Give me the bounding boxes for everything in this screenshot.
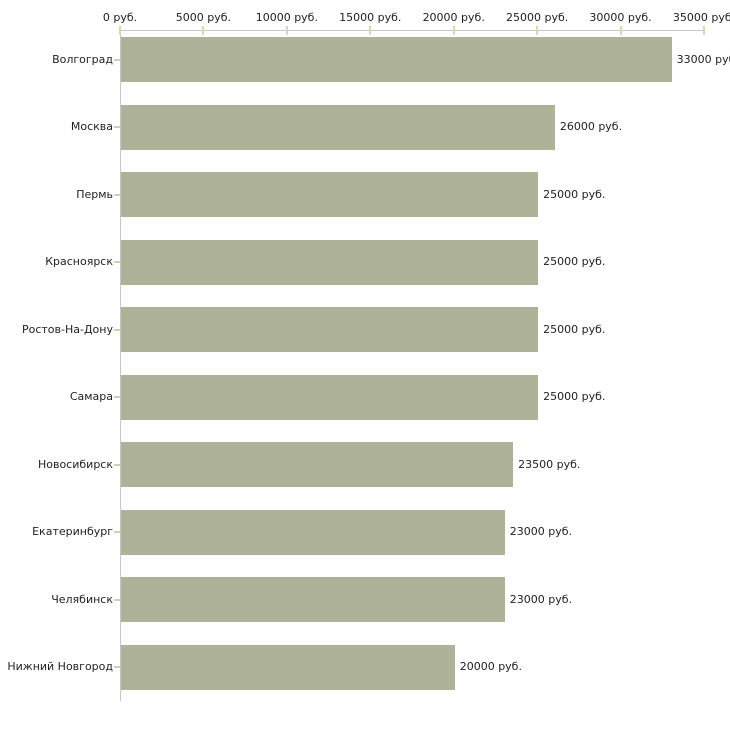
x-axis-tick-label: 35000 руб. [672, 11, 730, 24]
y-axis-tick-mark [114, 463, 120, 466]
bar-7 [121, 509, 505, 555]
category-label: Красноярск [45, 255, 113, 269]
bar-2 [121, 172, 539, 218]
bar-1 [121, 104, 555, 150]
x-axis-tick-mark [369, 26, 372, 35]
value-label: 25000 руб. [543, 255, 606, 269]
category-label: Ростов-На-Дону [21, 322, 113, 336]
bar-6 [121, 442, 514, 488]
category-label: Нижний Новгород [7, 660, 113, 674]
bar-0 [121, 37, 672, 82]
bar-8 [121, 577, 505, 623]
category-label: Самара [69, 390, 113, 404]
x-axis-tick-mark [536, 26, 539, 35]
x-axis-tick-label: 10000 руб. [255, 11, 318, 24]
x-axis-line [120, 30, 705, 31]
x-axis-tick-label: 15000 руб. [339, 11, 402, 24]
value-label: 33000 руб [676, 52, 730, 66]
x-axis-tick-mark [202, 26, 205, 35]
bar-5 [121, 374, 539, 420]
x-axis-tick-mark [452, 26, 455, 35]
category-label: Волгоград [52, 52, 113, 66]
value-label: 25000 руб. [543, 322, 606, 336]
category-label: Москва [70, 120, 113, 134]
x-axis-tick-label: 0 руб. [102, 11, 138, 24]
y-axis-tick-mark [114, 396, 120, 399]
x-axis-tick-mark [285, 26, 288, 35]
value-label: 25000 руб. [543, 187, 606, 201]
bar-9 [121, 644, 455, 690]
x-axis-tick-label: 20000 руб. [422, 11, 485, 24]
y-axis-tick-mark [114, 666, 120, 669]
y-axis-tick-mark [114, 328, 120, 331]
x-axis-tick-mark [703, 26, 705, 35]
x-axis-tick-mark [619, 26, 622, 35]
x-axis-tick-label: 30000 руб. [589, 11, 652, 24]
y-axis-tick-mark [114, 58, 120, 61]
bar-3 [121, 239, 539, 285]
x-axis-tick-label: 5000 руб. [175, 11, 232, 24]
value-label: 25000 руб. [543, 390, 606, 404]
category-label: Пермь [76, 187, 113, 201]
value-label: 23500 руб. [518, 457, 581, 471]
y-axis-tick-mark [114, 598, 120, 601]
y-axis-tick-mark [114, 126, 120, 129]
bar-4 [121, 307, 539, 353]
category-label: Екатеринбург [32, 525, 113, 539]
value-label: 20000 руб. [459, 660, 522, 674]
x-axis-tick-label: 25000 руб. [506, 11, 569, 24]
x-axis-tick-mark [119, 26, 121, 35]
y-axis-tick-mark [114, 193, 120, 196]
y-axis-tick-mark [114, 261, 120, 264]
category-label: Челябинск [51, 592, 113, 606]
category-label: Новосибирск [37, 457, 113, 471]
y-axis-tick-mark [114, 531, 120, 534]
value-label: 23000 руб. [509, 592, 573, 606]
value-label: 26000 руб. [559, 120, 623, 134]
value-label: 23000 руб. [509, 525, 573, 539]
y-axis-line [120, 30, 121, 701]
